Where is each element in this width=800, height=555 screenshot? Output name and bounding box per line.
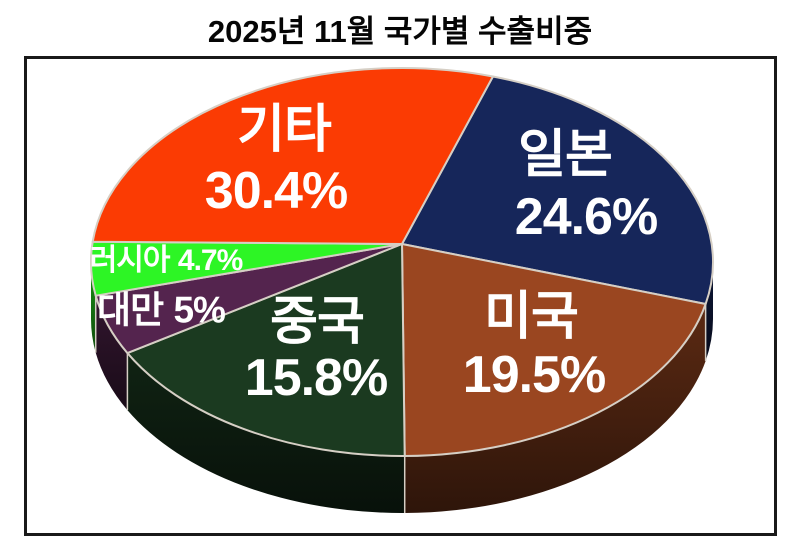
slice-label-japan-name: 일본 [518, 126, 613, 184]
pie-slice-wall-usa [404, 303, 706, 513]
pie-slice-wall-china [127, 353, 405, 513]
slice-label-taiwan-name: 대만 [97, 289, 164, 331]
slice-label-etc-name: 기타 [237, 101, 332, 159]
slice-label-etc-pct: 30.4% [204, 162, 348, 220]
slice-label-taiwan-pct: 5% [173, 289, 225, 331]
slice-label-china-name: 중국 [270, 293, 365, 351]
slice-label-usa-pct: 19.5% [462, 346, 606, 404]
chart-title: 2025년 11월 국가별 수출비중 [207, 14, 593, 49]
slice-label-russia-name: 러시아 [89, 244, 171, 277]
pie-slice-wall-taiwan [95, 295, 128, 411]
slice-label-usa-name: 미국 [484, 288, 579, 346]
pie-slice-usa [401, 243, 707, 457]
pie-slice-china [126, 243, 406, 457]
pie-slice-japan [401, 75, 714, 305]
slice-label-russia-pct: 4.7% [177, 244, 243, 277]
pie-slice-etc [91, 67, 494, 245]
slice-label-russia: 러시아 4.7% [89, 244, 244, 277]
slice-label-taiwan: 대만 5% [97, 289, 226, 331]
slice-label-china-pct: 15.8% [244, 349, 388, 407]
slice-label-japan-pct: 24.6% [514, 188, 658, 246]
